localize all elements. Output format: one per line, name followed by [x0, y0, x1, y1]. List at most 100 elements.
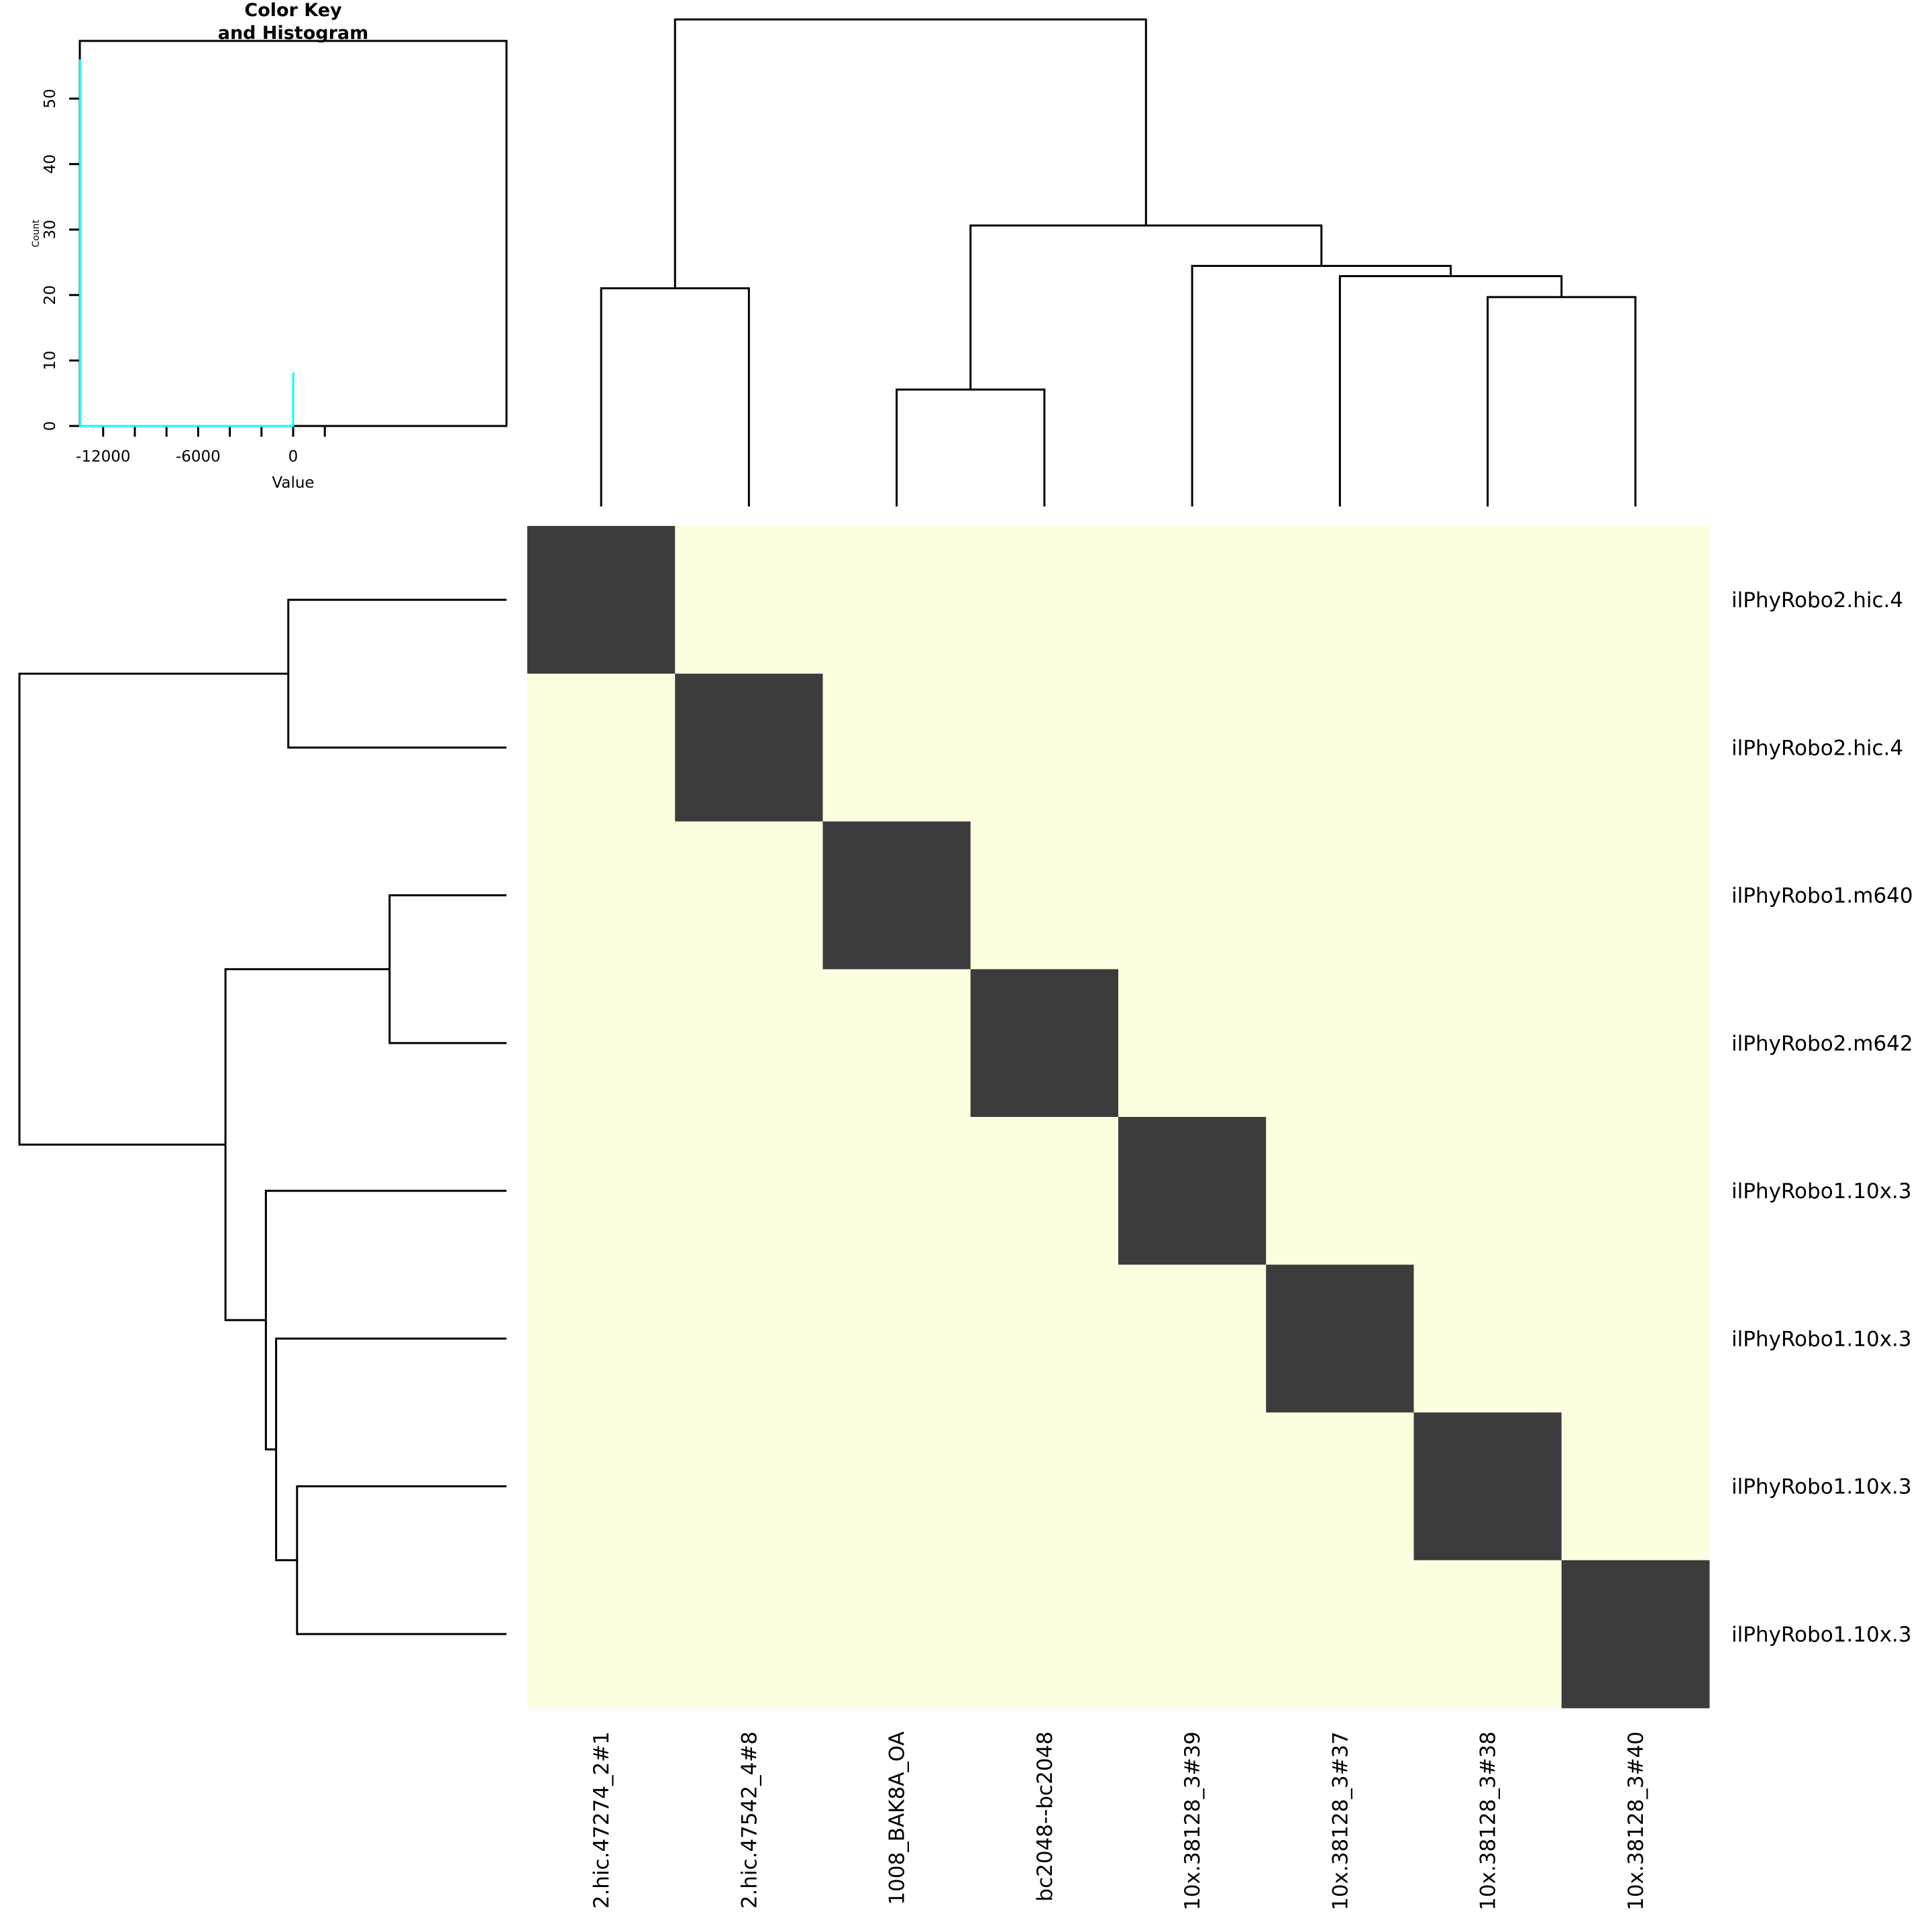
dendrogram-branch	[674, 18, 1147, 288]
column-label: 2.hic.47542_4#8	[737, 1731, 761, 1909]
heatmap-cell	[822, 1117, 971, 1265]
heatmap-cell	[970, 1117, 1119, 1265]
heatmap-cell	[1118, 1412, 1267, 1561]
heatmap-cell	[1413, 1117, 1562, 1265]
dendrogram-branch	[264, 1189, 506, 1451]
heatmap-cell	[527, 821, 676, 970]
x-tick-label: -6000	[176, 448, 221, 466]
heatmap-cell	[822, 969, 971, 1118]
heatmap-cell	[1413, 1560, 1562, 1709]
heatmap-cell	[1118, 1560, 1267, 1709]
y-tick-label: 40	[42, 154, 59, 174]
row-label: ilPhyRobo1.10x.3	[1731, 1327, 1912, 1351]
heatmap-cell	[675, 1117, 823, 1265]
heatmap-cell	[970, 1265, 1119, 1413]
heatmap-cell	[675, 969, 823, 1118]
heatmap-cell	[1561, 674, 1710, 822]
heatmap-cell	[1413, 1265, 1562, 1413]
heatmap-cell	[1266, 526, 1414, 674]
y-tick-label: 50	[42, 89, 59, 108]
column-label: 10x.38128_3#39	[1181, 1731, 1205, 1911]
heatmap-cell	[527, 674, 676, 822]
heatmap-cell	[1413, 526, 1562, 674]
x-tick-label: 0	[288, 448, 299, 466]
heatmap-cell	[1118, 1117, 1267, 1265]
column-label: 2.hic.47274_2#1	[590, 1731, 614, 1909]
heatmap-cell	[822, 1265, 971, 1413]
heatmap-cell	[675, 526, 823, 674]
heatmap-cell	[1561, 1117, 1710, 1265]
heatmap-cell	[1118, 674, 1267, 822]
row-label: ilPhyRobo2.hic.4	[1731, 588, 1903, 612]
heatmap-cell	[1266, 674, 1414, 822]
dendrogram-branch	[224, 968, 390, 1322]
dendrogram-branch	[287, 598, 506, 749]
heatmap-cell	[1266, 1265, 1414, 1413]
histogram-frame	[78, 40, 508, 427]
heatmap-cell	[970, 821, 1119, 970]
y-tick-label: 30	[42, 220, 59, 239]
histogram-ylabel: Count	[31, 219, 42, 248]
heatmap-cell	[1266, 821, 1414, 970]
heatmap-cell	[1561, 821, 1710, 970]
heatmap-cell	[1413, 674, 1562, 822]
heatmap-cell	[970, 969, 1119, 1118]
histogram-line	[78, 59, 294, 427]
heatmap-cell	[1266, 1117, 1414, 1265]
heatmap-cell	[1561, 1265, 1710, 1413]
color-key-histogram: Color Key and Histogram Count Value -120…	[31, 0, 508, 492]
heatmap-cell	[1118, 526, 1267, 674]
y-tick-label: 0	[42, 421, 59, 431]
heatmap-cell	[1118, 821, 1267, 970]
heatmap-cell	[1413, 821, 1562, 970]
heatmap-cell	[675, 1265, 823, 1413]
heatmap-cell	[527, 1265, 676, 1413]
y-tick-label: 10	[42, 351, 59, 370]
dendrogram-branch	[1487, 296, 1637, 506]
heatmap-cell	[822, 1412, 971, 1561]
heatmap-cell	[970, 1560, 1119, 1709]
row-label: ilPhyRobo1.10x.3	[1731, 1475, 1912, 1499]
heatmap-cell	[1561, 969, 1710, 1118]
dendrogram-branch	[600, 287, 750, 506]
heatmap-cell	[675, 674, 823, 822]
heatmap-cell	[1561, 1560, 1710, 1709]
x-tick-label: -12000	[76, 448, 130, 466]
heatmap-cell	[1266, 969, 1414, 1118]
heatmap-cell	[822, 674, 971, 822]
row-label: ilPhyRobo1.10x.3	[1731, 1179, 1912, 1203]
heatmap-cell	[675, 821, 823, 970]
dendrogram-branch	[388, 894, 506, 1044]
dendrogram-branch	[969, 224, 1323, 390]
dendrogram-branch	[896, 388, 1046, 506]
y-tick-label: 20	[42, 285, 59, 305]
column-dendrogram	[600, 18, 1637, 506]
heatmap-cell	[527, 1117, 676, 1265]
row-label: ilPhyRobo2.m642	[1731, 1032, 1913, 1056]
heatmap-cell	[1561, 1412, 1710, 1561]
heatmap	[527, 526, 1710, 1709]
heatmap-cell	[527, 526, 676, 674]
column-label: bc2048--bc2048	[1033, 1731, 1057, 1902]
heatmap-cell	[1118, 969, 1267, 1118]
row-label: ilPhyRobo1.m640	[1731, 884, 1913, 908]
color-key-title-line1: Color Key	[244, 0, 342, 21]
heatmap-cell	[970, 526, 1119, 674]
heatmap-cell	[527, 969, 676, 1118]
heatmap-cell	[675, 1560, 823, 1709]
heatmap-cell	[1266, 1412, 1414, 1561]
histogram-xlabel: Value	[272, 474, 314, 492]
heatmap-cell	[1266, 1560, 1414, 1709]
dendrogram-branch	[275, 1337, 506, 1562]
heatmap-cell	[527, 1412, 676, 1561]
column-label: 1008_BAK8A_OA	[885, 1731, 910, 1905]
row-label: ilPhyRobo1.10x.3	[1731, 1623, 1912, 1647]
heatmap-labels: ilPhyRobo2.hic.4 ilPhyRobo2.hic.4 ilPhyRob…	[590, 588, 1913, 1911]
heatmap-cell	[675, 1412, 823, 1561]
heatmap-cell	[822, 526, 971, 674]
dendrogram-branch	[1191, 264, 1452, 506]
column-label: 10x.38128_3#38	[1477, 1731, 1501, 1911]
heatmap-cell	[970, 674, 1119, 822]
dendrogram-branch	[296, 1485, 506, 1635]
